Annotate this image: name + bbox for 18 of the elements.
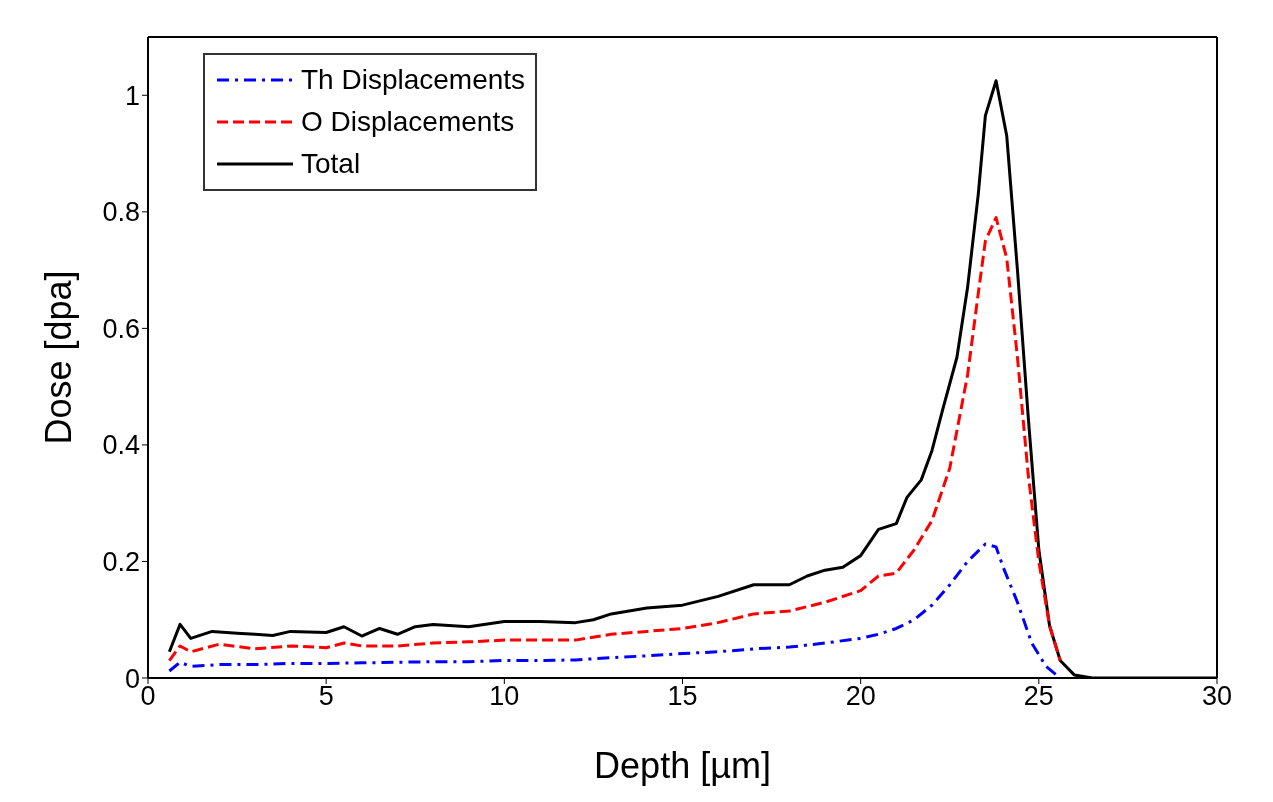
y-tick-label: 0.2 xyxy=(102,547,140,578)
y-axis-title: Dose [dpa] xyxy=(37,270,79,445)
y-tick-label: 0.8 xyxy=(102,197,140,228)
legend-label: Th Displacements xyxy=(301,64,526,96)
legend-label: O Displacements xyxy=(301,106,515,138)
x-tick-label: 30 xyxy=(1201,681,1233,712)
line-series xyxy=(167,216,1062,663)
x-tick-label: 15 xyxy=(667,681,698,712)
legend-label: Total xyxy=(301,148,361,180)
x-tick-label: 20 xyxy=(845,681,876,712)
y-tick-label: 0.6 xyxy=(102,313,140,344)
x-tick-label: 5 xyxy=(318,681,334,712)
y-tick-label: 1 xyxy=(124,80,140,111)
x-tick-label: 25 xyxy=(1023,681,1054,712)
y-tick-label: 0.4 xyxy=(102,430,140,461)
x-tick-label: 10 xyxy=(489,681,520,712)
x-axis-title: Depth [µm] xyxy=(594,745,771,786)
line-series xyxy=(167,542,1059,677)
